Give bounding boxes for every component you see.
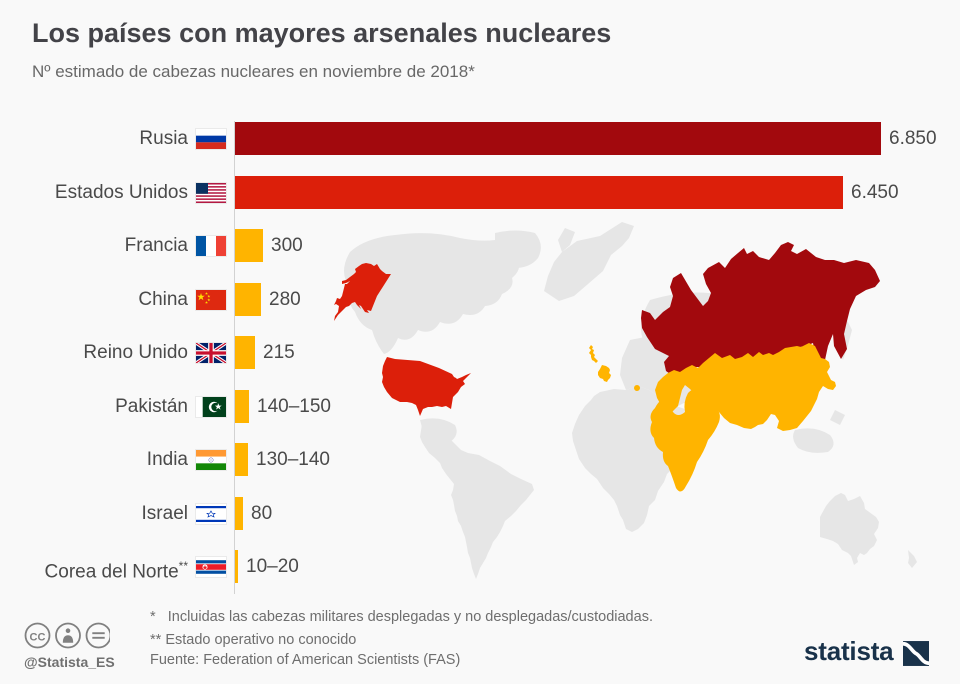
svg-text:CC: CC — [30, 632, 46, 644]
